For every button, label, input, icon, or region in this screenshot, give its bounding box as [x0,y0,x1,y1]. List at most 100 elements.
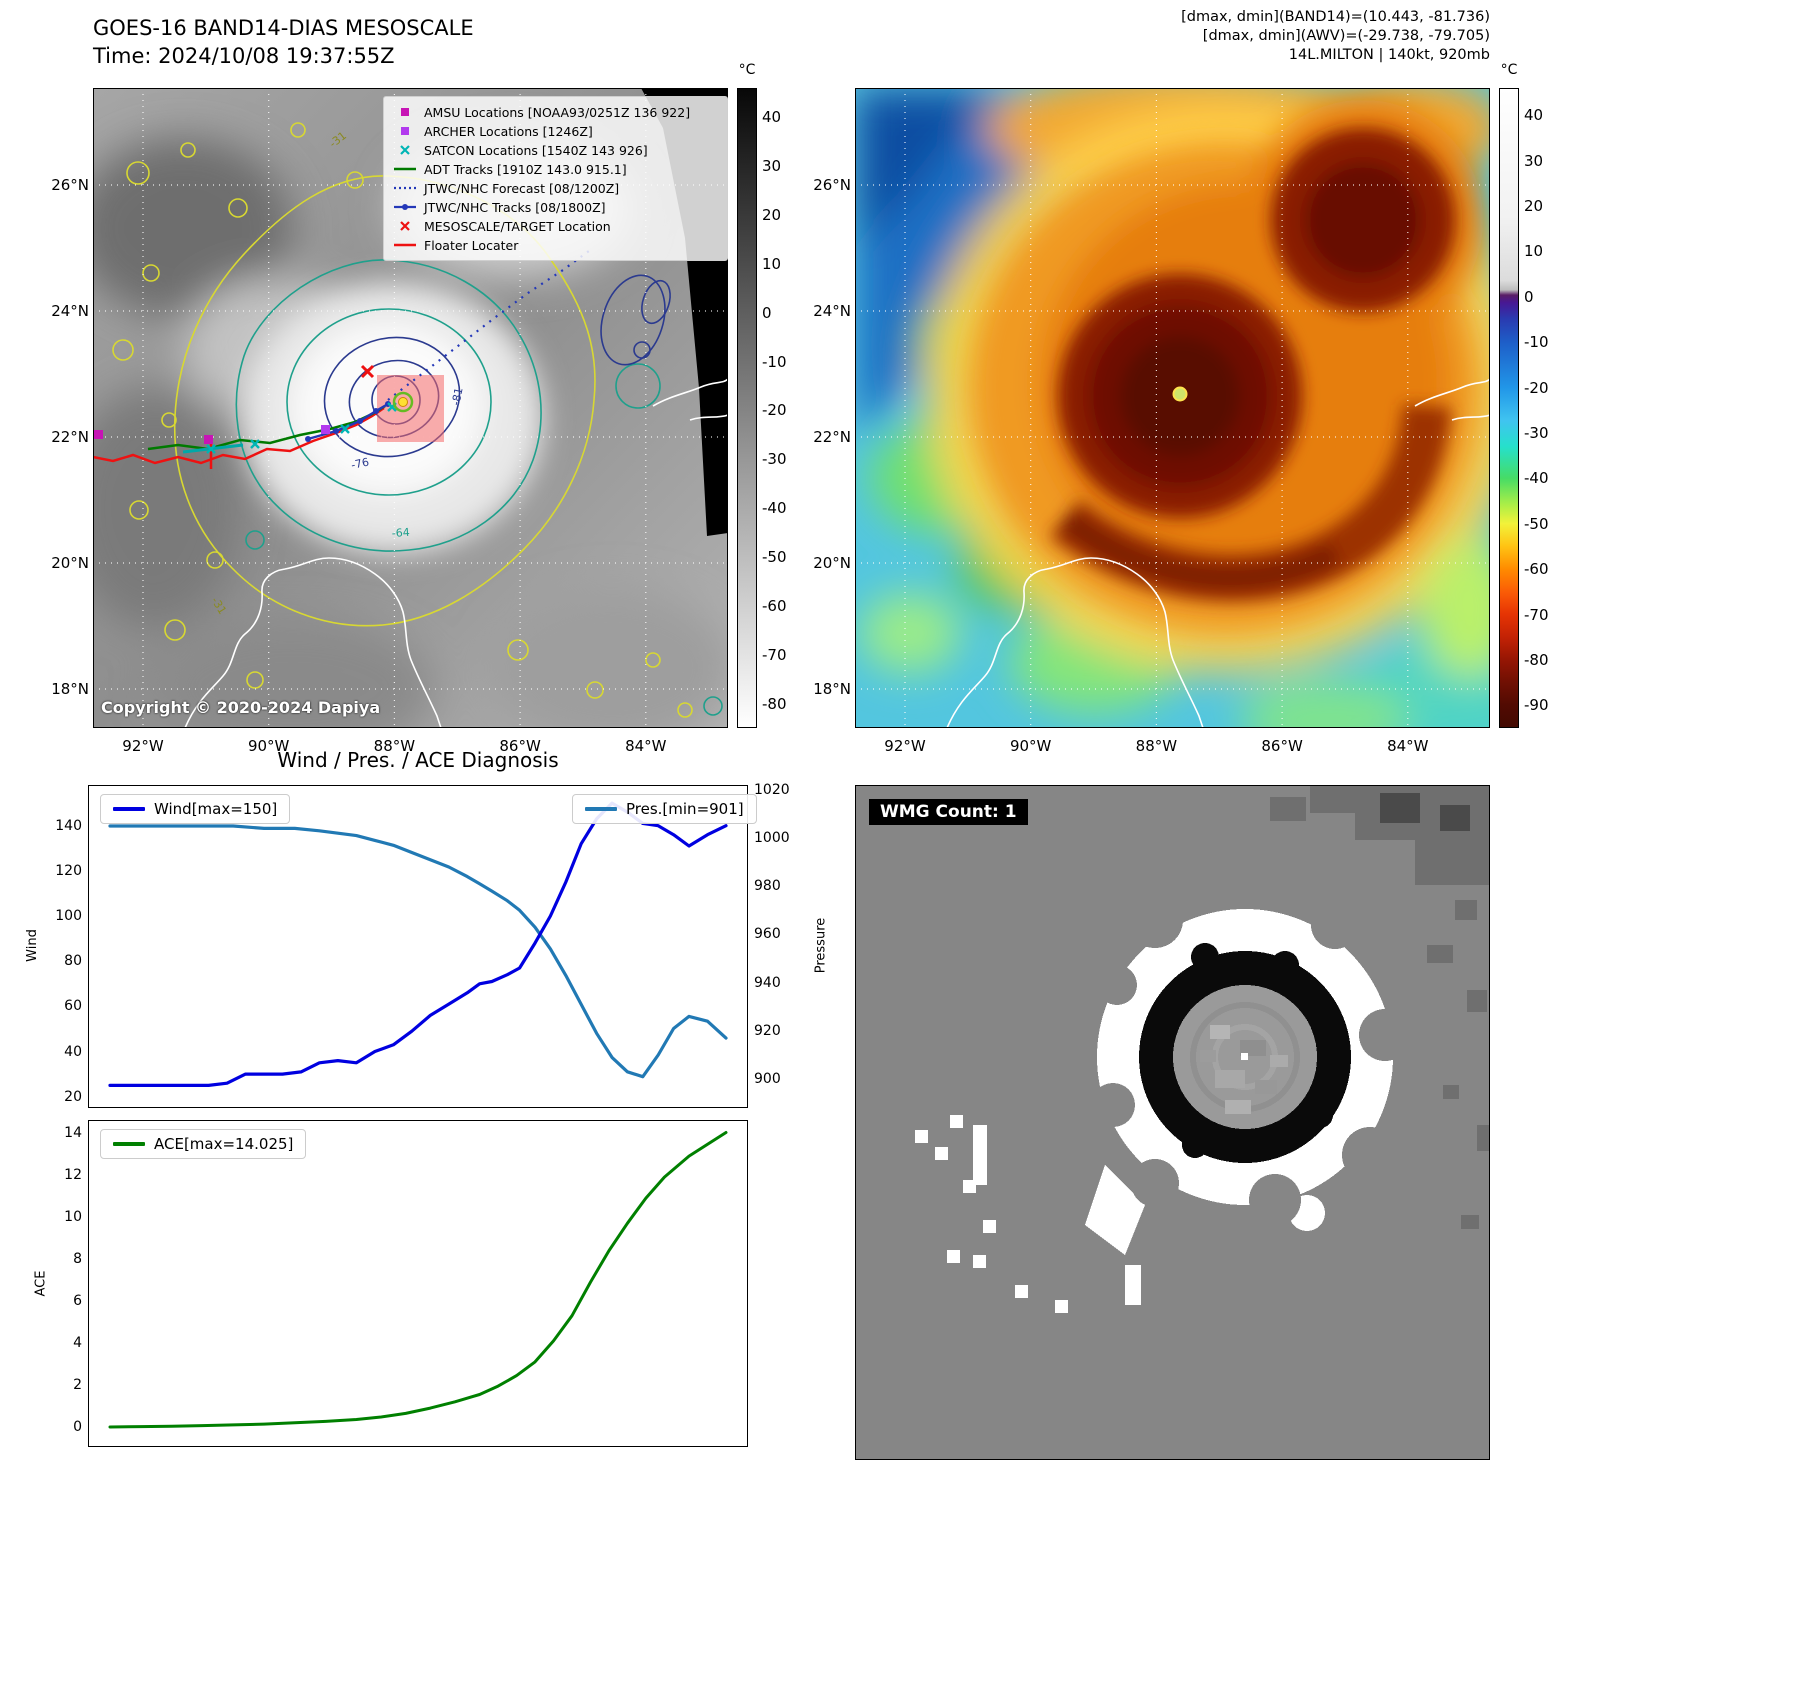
axes-frame [855,785,1490,1460]
wind-ytick-label: 40 [64,1043,82,1060]
jtwc-track-dots [305,401,391,442]
legend-item: ARCHER Locations [1246Z] [392,122,719,140]
timestamp: Time: 2024/10/08 19:37:55Z [93,44,395,68]
eye-center-pixel [1241,1053,1248,1060]
lat-tick-label: 22°N [813,428,851,446]
copyright-text: Copyright © 2020-2024 Dapiya [101,698,381,717]
wind-pressure-chart [88,785,748,1108]
line-marker-icon [392,238,418,252]
pressure-ytick-label: 980 [754,878,781,895]
wind-ytick-label: 120 [55,862,82,879]
ace-ytick-label: 2 [73,1377,82,1394]
ace-ytick-label: 12 [64,1167,82,1184]
floater-track-red [92,406,385,465]
dotted-marker-icon [392,181,418,195]
colorbar-tick-label: 40 [762,108,782,127]
colorbar-tick-label: -50 [762,548,787,566]
ace-chart [88,1120,748,1447]
coastline [184,378,729,729]
colorbar-tick-label: 10 [1524,242,1544,261]
pressure-ytick-label: 900 [754,1071,781,1088]
lon-tick-label: 88°W [1135,737,1178,755]
colorbar-tick-label: 30 [762,157,782,176]
contour-yellow [112,122,693,718]
tr-colorbar-unit: °C [1500,62,1518,78]
ace-ytick-label: 4 [73,1335,82,1352]
square-marker-icon [392,105,418,119]
legend-label: JTWC/NHC Tracks [08/1800Z] [424,199,606,215]
wind-ytick-label: 20 [64,1088,82,1105]
dmax-dmin-band14: [dmax, dmin](BAND14)=(10.443, -81.736) [1181,9,1490,25]
tr-header-block: [dmax, dmin](BAND14)=(10.443, -81.736) [… [990,8,1490,65]
colorbar-tick-label: 20 [762,206,782,225]
lon-tick-label: 84°W [1387,737,1429,755]
legend-label: Floater Locater [424,237,519,253]
square-marker-icon [392,124,418,138]
enhanced-ir-map [855,68,1535,760]
contour-label: -76 [350,455,370,471]
colorbar-tick-label: 0 [762,303,772,322]
colorbar-tick-label: -20 [762,401,787,420]
legend-label: MESOSCALE/TARGET Location [424,218,611,234]
hurricane-eye-dot [1172,386,1188,402]
lon-tick-label: 86°W [499,737,541,755]
ace-ytick-label: 8 [73,1251,82,1268]
wmg-panel: WMG Count: 1 [855,785,1490,1460]
tr-colorbar [1499,88,1519,728]
colorbar-tick-label: 0 [1524,287,1534,306]
map-legend: AMSU Locations [NOAA93/0251Z 136 922] ARC… [383,96,728,261]
diagnosis-title: Wind / Pres. / ACE Diagnosis [277,748,559,772]
dmax-dmin-awv: [dmax, dmin](AWV)=(-29.738, -79.705) [1202,28,1490,44]
legend-item: ADT Tracks [1910Z 143.0 915.1] [392,160,719,178]
coastline [946,378,1491,729]
x-marker-icon [392,143,418,157]
lon-tick-label: 92°W [122,737,164,755]
wind-ytick-label: 140 [55,817,82,834]
colorbar-tick-label: -10 [1524,333,1549,352]
lat-tick-label: 18°N [51,680,89,698]
colorbar-tick-label: 10 [762,254,782,273]
wind-ytick-label: 80 [64,953,82,970]
legend-item: MESOSCALE/TARGET Location [392,217,719,235]
page-title: GOES-16 BAND14-DIAS MESOSCALE [93,16,474,40]
colorbar-tick-label: -60 [1524,560,1549,579]
tl-colorbar [737,88,757,728]
lon-tick-label: 86°W [1261,737,1303,755]
wind-line-swatch-icon [113,807,145,811]
axes-frame [855,88,1490,728]
colorbar-tick-label: -40 [1524,469,1549,488]
legend-item: SATCON Locations [1540Z 143 926] [392,141,719,159]
darker-patches [1380,793,1470,831]
lon-tick-label: 90°W [247,737,290,755]
goes16-band14-map: -31 -81 -76 -64 -31 Copyright © 2020-202… [63,88,733,758]
lat-tick-label: 18°N [813,680,851,698]
colorbar-tick-label: -10 [762,352,787,371]
lat-tick-label: 26°N [813,176,851,194]
colorbar-tick-label: -40 [762,499,787,518]
contour-label: -64 [391,526,410,540]
colorbar-tick-label: -30 [1524,423,1549,442]
colorbar-tick-label: -60 [762,596,787,615]
wind-ytick-label: 60 [64,998,82,1015]
legend-label: JTWC/NHC Forecast [08/1200Z] [424,180,620,196]
lat-tick-label: 26°N [51,176,89,194]
contour-label: -81 [449,386,465,406]
ring-notches [1091,892,1411,1226]
chart2-svg-series-line [108,1131,728,1429]
colorbar-tick-label: -70 [1524,605,1549,624]
wmg-pixel-image [855,785,1490,1460]
colorbar-tick-label: 40 [1524,106,1544,125]
ace-legend: ACE[max=14.025] [100,1129,307,1159]
line-marker-icon [392,162,418,176]
lon-tick-label: 88°W [373,737,416,755]
ace-ytick-label: 0 [73,1419,82,1436]
pressure-line-swatch-icon [585,807,617,811]
legend-label: ADT Tracks [1910Z 143.0 915.1] [424,161,627,177]
chart1-svg-series-line [108,824,728,1079]
tl-title-block: GOES-16 BAND14-DIAS MESOSCALE Time: 2024… [93,14,474,70]
colorbar-tick-label: 20 [1524,197,1544,215]
colorbar-tick-label: -20 [1524,378,1549,397]
colorbar-tick-label: -90 [1524,696,1549,715]
axes-frame [93,88,728,728]
